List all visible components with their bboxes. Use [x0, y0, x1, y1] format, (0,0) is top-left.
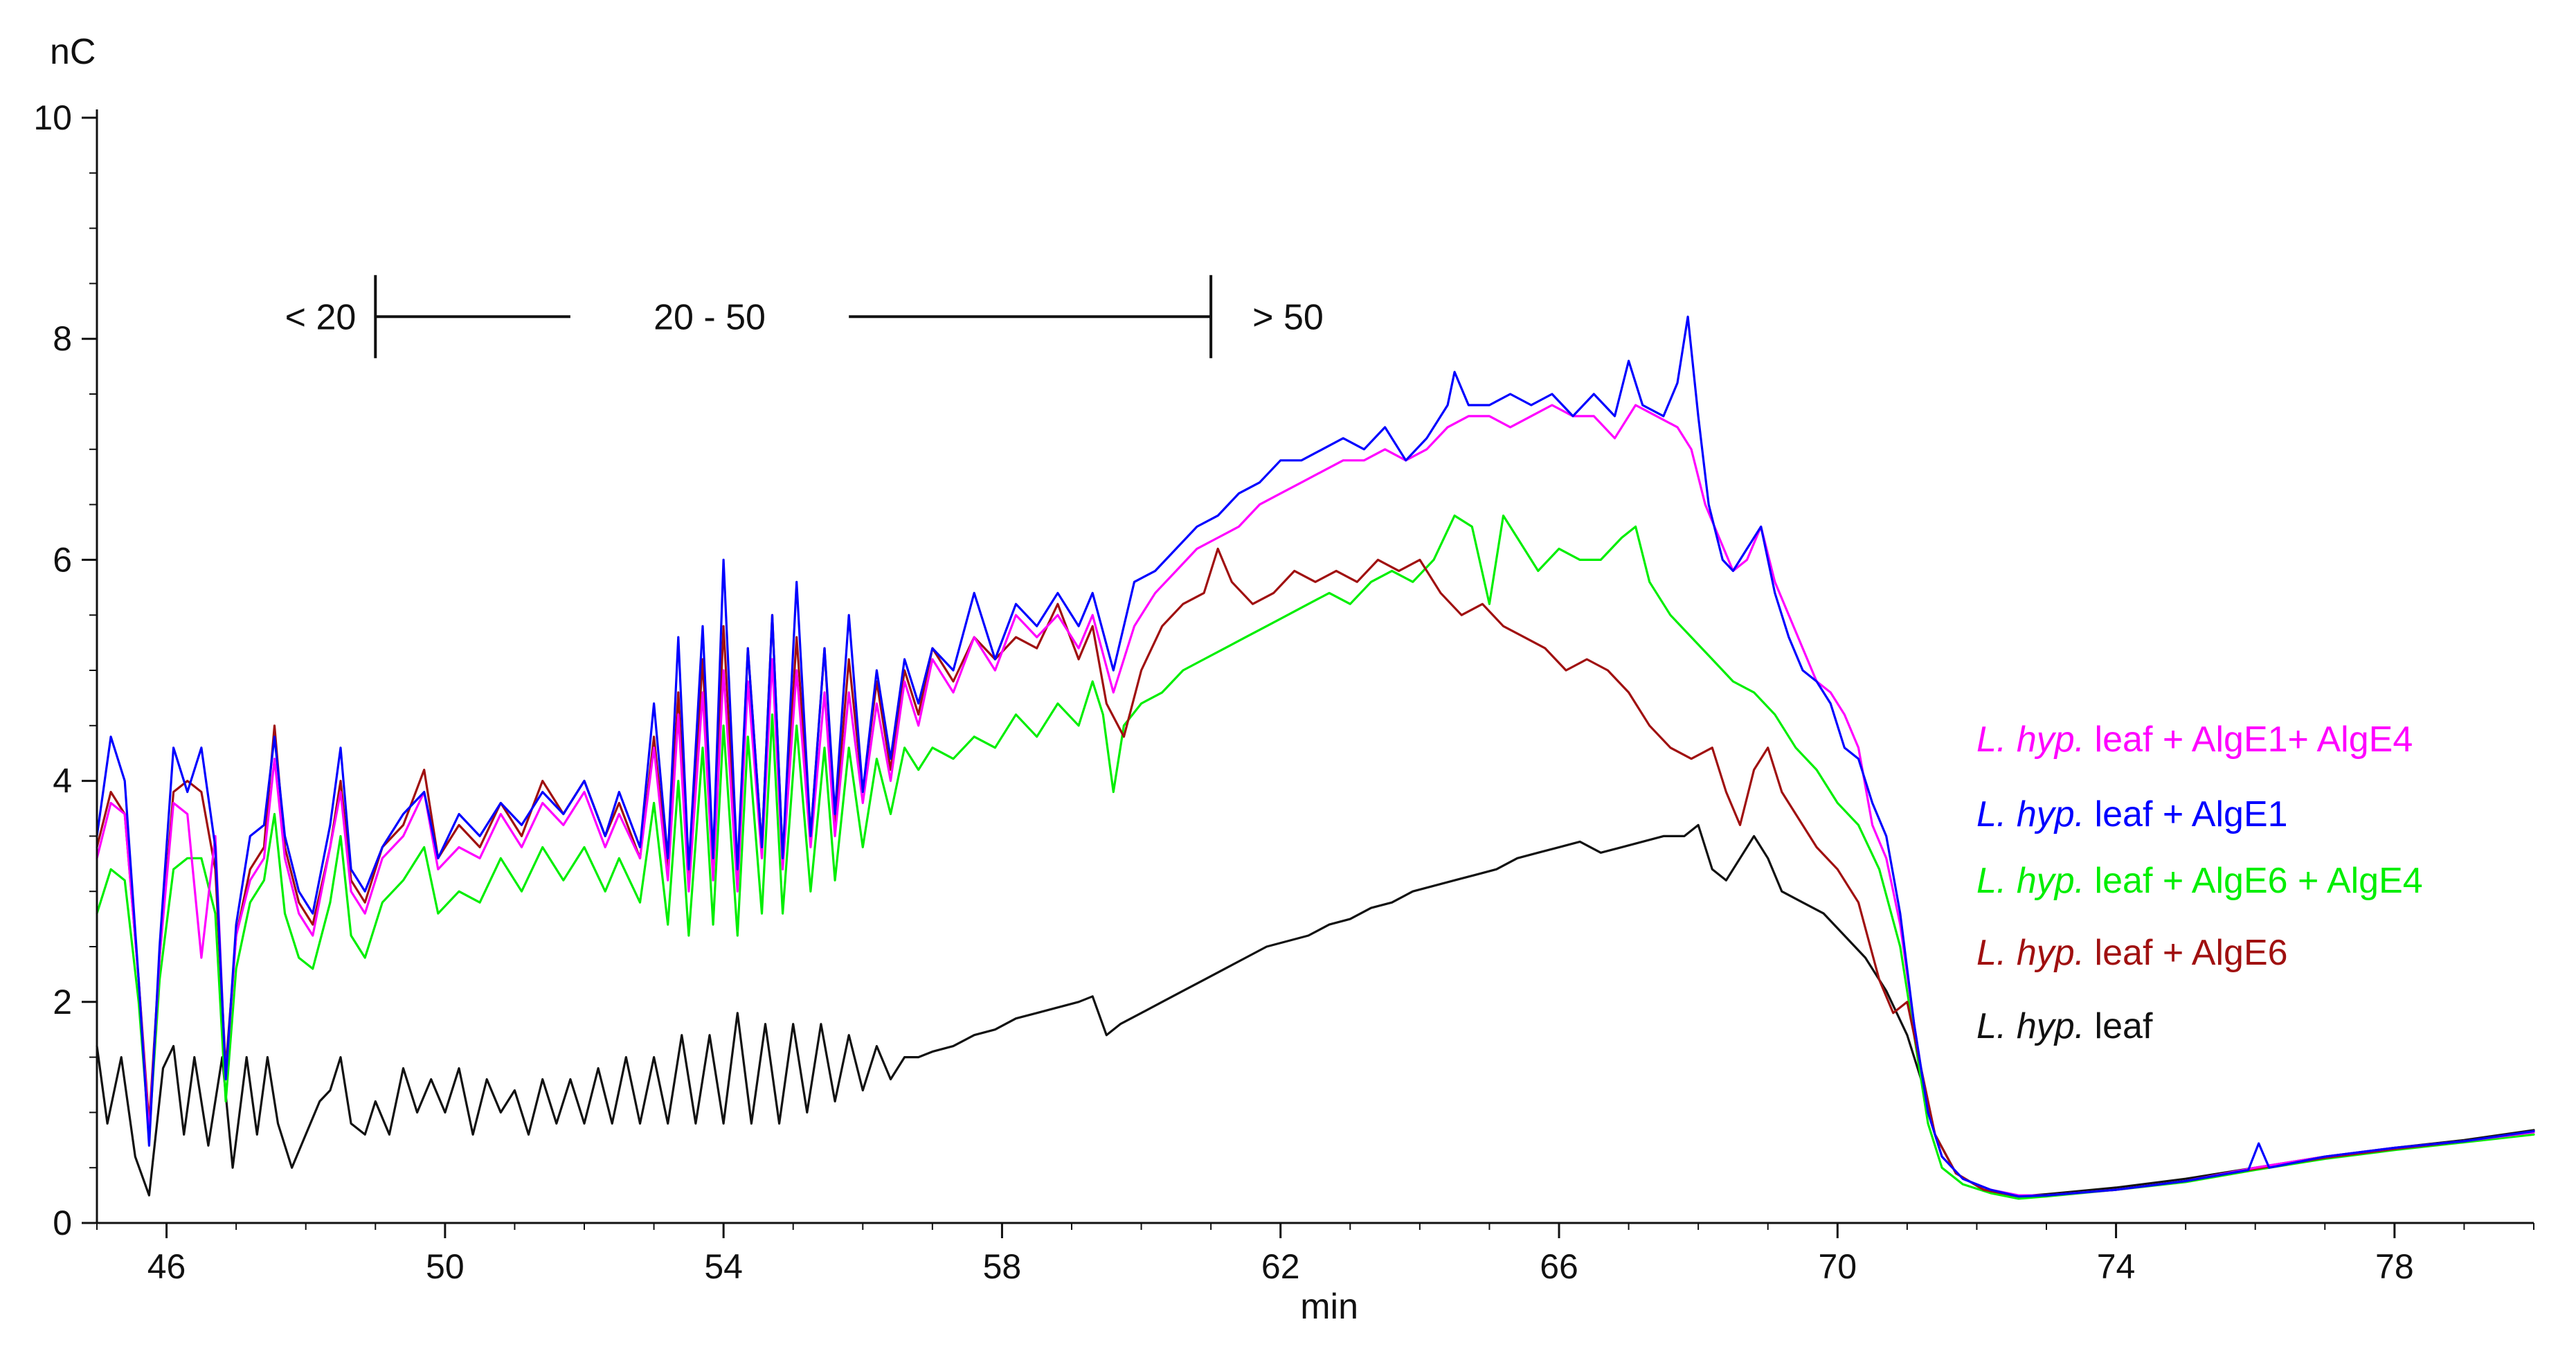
y-tick-label: 4	[53, 762, 72, 801]
y-tick-label: 6	[53, 540, 72, 579]
series-layer	[96, 315, 2535, 1200]
x-tick-label: 46	[147, 1247, 186, 1286]
legend-entry-2: L. hyp. leaf + AlgE6 + AlgE4	[1976, 861, 2423, 901]
range-label-high: > 50	[1252, 297, 1324, 337]
x-tick-label: 74	[2097, 1247, 2136, 1286]
y-tick-label: 2	[53, 983, 72, 1021]
x-tick-label: 54	[704, 1247, 743, 1286]
y-tick-label: 0	[53, 1204, 72, 1242]
y-ticks: 0 2 4 6 8 10	[33, 98, 97, 1242]
series-line-0	[96, 404, 2535, 1197]
legend-entry-3: L. hyp. leaf + AlgE6	[1976, 933, 2288, 973]
legend-species-label: L. hyp.	[1976, 794, 2084, 834]
legend-species-label: L. hyp.	[1976, 720, 2084, 760]
x-tick-label: 66	[1540, 1247, 1578, 1286]
legend-sample-label: leaf + AlgE6	[2084, 933, 2287, 973]
x-tick-label: 70	[1818, 1247, 1857, 1286]
y-axis-title: nC	[50, 32, 96, 72]
legend-species-label: L. hyp.	[1976, 861, 2084, 901]
molecular-size-ranges: < 20 20 - 50 > 50	[285, 275, 1324, 359]
range-label-mid: 20 - 50	[654, 297, 766, 337]
legend-entry-0: L. hyp. leaf + AlgE1+ AlgE4	[1976, 720, 2413, 760]
legend-species-label: L. hyp.	[1976, 933, 2084, 973]
x-axis-title: min	[1300, 1287, 1358, 1327]
legend-entry-4: L. hyp. leaf	[1976, 1006, 2153, 1046]
legend-species-label: L. hyp.	[1976, 1006, 2084, 1046]
x-tick-label: 50	[426, 1247, 465, 1286]
y-tick-label: 10	[33, 98, 72, 137]
range-label-low: < 20	[285, 297, 357, 337]
y-tick-label: 8	[53, 319, 72, 358]
x-ticks: 46 50 54 58 62 66 70 74 78	[96, 1223, 2534, 1286]
legend-entry-1: L. hyp. leaf + AlgE1	[1976, 794, 2288, 834]
axes	[96, 109, 2534, 1224]
series-line-4	[96, 823, 2535, 1198]
x-tick-label: 58	[983, 1247, 1022, 1286]
series-line-2	[96, 515, 2535, 1200]
legend-sample-label: leaf + AlgE1+ AlgE4	[2084, 720, 2413, 760]
legend-sample-label: leaf + AlgE6 + AlgE4	[2084, 861, 2423, 901]
x-tick-label: 78	[2375, 1247, 2414, 1286]
x-tick-label: 62	[1261, 1247, 1300, 1286]
legend-sample-label: leaf	[2084, 1006, 2153, 1046]
legend-sample-label: leaf + AlgE1	[2084, 794, 2287, 834]
series-line-1	[96, 315, 2535, 1198]
